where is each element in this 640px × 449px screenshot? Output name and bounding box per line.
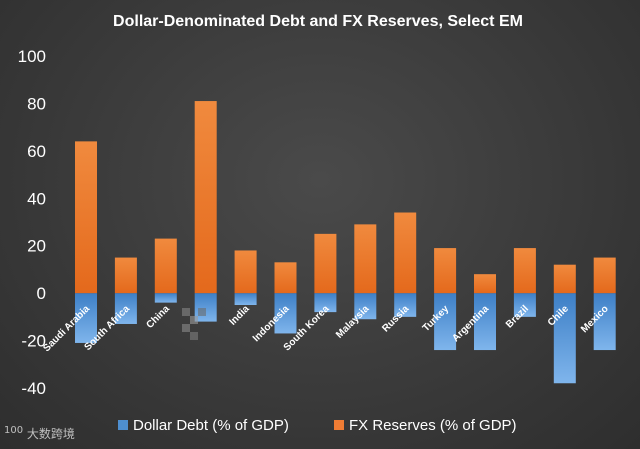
blur-patch: [182, 308, 206, 340]
y-axis: 100 80 60 40 20 0 -20 -40: [18, 47, 46, 398]
y-tick-label: 40: [27, 189, 46, 208]
x-tick-label: Malaysia: [334, 303, 372, 341]
fx-reserves-bar: [234, 250, 257, 294]
fx-reserves-bar: [114, 257, 137, 294]
dollar-debt-bar: [314, 293, 337, 313]
legend-swatch-dollar-debt: [118, 420, 128, 430]
watermark-text: 大数跨境: [26, 427, 75, 441]
legend-label-fx-reserves: FX Reserves (% of GDP): [349, 417, 517, 434]
fx-reserves-bar: [513, 248, 536, 294]
fx-reserves-bar: [354, 224, 377, 294]
fx-reserves-bar: [593, 257, 616, 294]
y-tick-label: 0: [37, 284, 46, 303]
fx-reserves-bar: [553, 264, 576, 294]
fx-reserves-bar: [194, 101, 217, 294]
dollar-debt-bar: [553, 293, 576, 384]
x-tick-label: India: [227, 303, 252, 328]
fx-reserves-bar: [394, 212, 417, 294]
dollar-debt-bar: [593, 293, 616, 351]
dollar-debt-bar: [75, 293, 97, 343]
dollar-debt-bar: [513, 293, 536, 317]
dollar-debt-bar: [474, 293, 496, 351]
x-tick-label: China: [144, 303, 172, 331]
y-tick-label: 20: [27, 237, 46, 256]
watermark: 100 大数跨境: [4, 425, 75, 442]
dollar-debt-bar: [354, 293, 377, 320]
bars: [75, 101, 616, 384]
dollar-debt-bar: [394, 293, 417, 317]
dollar-debt-bar: [234, 293, 257, 305]
fx-reserves-bar: [75, 141, 97, 294]
y-tick-label: -20: [21, 332, 46, 351]
fx-reserves-bar: [434, 248, 457, 294]
y-tick-label: 100: [18, 47, 46, 66]
legend: Dollar Debt (% of GDP) FX Reserves (% of …: [118, 417, 517, 434]
fx-reserves-bar: [314, 233, 337, 294]
chart-title: Dollar-Denominated Debt and FX Reserves,…: [113, 13, 523, 30]
legend-swatch-fx-reserves: [334, 420, 344, 430]
y-tick-label: 80: [27, 94, 46, 113]
y-tick-label: -40: [21, 379, 46, 398]
dollar-debt-bar: [114, 293, 137, 324]
fx-reserves-bar: [274, 262, 297, 294]
legend-label-dollar-debt: Dollar Debt (% of GDP): [133, 417, 289, 434]
dollar-debt-bar: [274, 293, 297, 334]
y-tick-label: 60: [27, 142, 46, 161]
fx-reserves-bar: [474, 274, 496, 294]
dollar-debt-bar: [434, 293, 457, 351]
watermark-logo: 100: [4, 425, 24, 436]
dollar-debt-bar: [154, 293, 177, 303]
fx-reserves-bar: [154, 238, 177, 294]
